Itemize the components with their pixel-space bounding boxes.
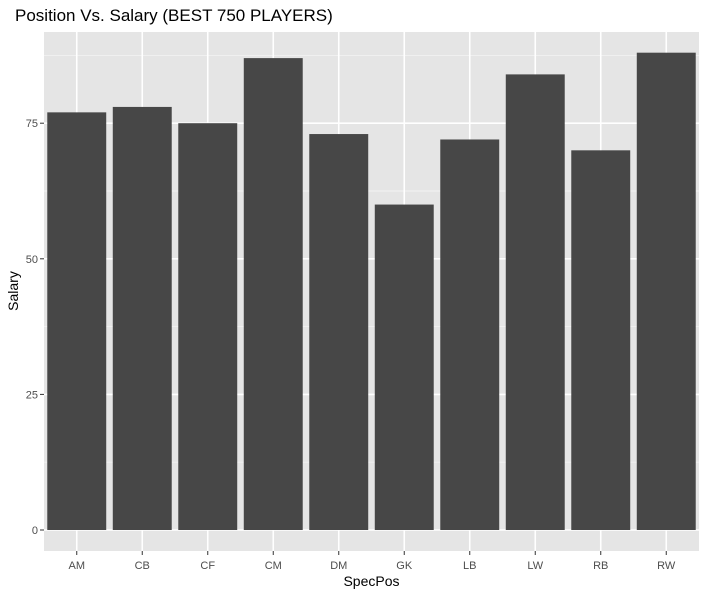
bar-cm: [243, 58, 303, 530]
bar-cf: [178, 123, 238, 530]
y-tick-label: 50: [26, 254, 38, 266]
x-tick-label: DM: [330, 560, 347, 572]
bars: [47, 52, 696, 531]
x-tick-label: CB: [135, 560, 150, 572]
y-axis: 0 25 50 75: [26, 118, 44, 537]
bar-dm: [309, 134, 369, 530]
bar-am: [47, 112, 107, 531]
chart-title: Position Vs. Salary (BEST 750 PLAYERS): [15, 6, 333, 25]
bar-rw: [636, 52, 696, 531]
x-axis: AM CB CF CM DM GK LB LW RB RW: [69, 551, 676, 572]
bar-cb: [112, 106, 172, 530]
x-tick-label: CF: [200, 560, 215, 572]
y-tick-label: 75: [26, 118, 38, 130]
x-tick-label: LW: [527, 560, 543, 572]
x-tick-label: GK: [396, 560, 413, 572]
x-tick-label: RW: [657, 560, 676, 572]
bar-lb: [440, 139, 500, 531]
x-tick-label: AM: [69, 560, 86, 572]
x-tick-label: RB: [593, 560, 608, 572]
bar-rb: [571, 150, 631, 530]
x-axis-title: SpecPos: [343, 573, 399, 589]
y-tick-label: 0: [32, 525, 38, 537]
y-tick-label: 25: [26, 389, 38, 401]
x-tick-label: LB: [463, 560, 476, 572]
bar-gk: [374, 204, 434, 530]
bar-lw: [505, 74, 565, 530]
x-tick-label: CM: [265, 560, 282, 572]
y-axis-title: Salary: [5, 271, 21, 311]
